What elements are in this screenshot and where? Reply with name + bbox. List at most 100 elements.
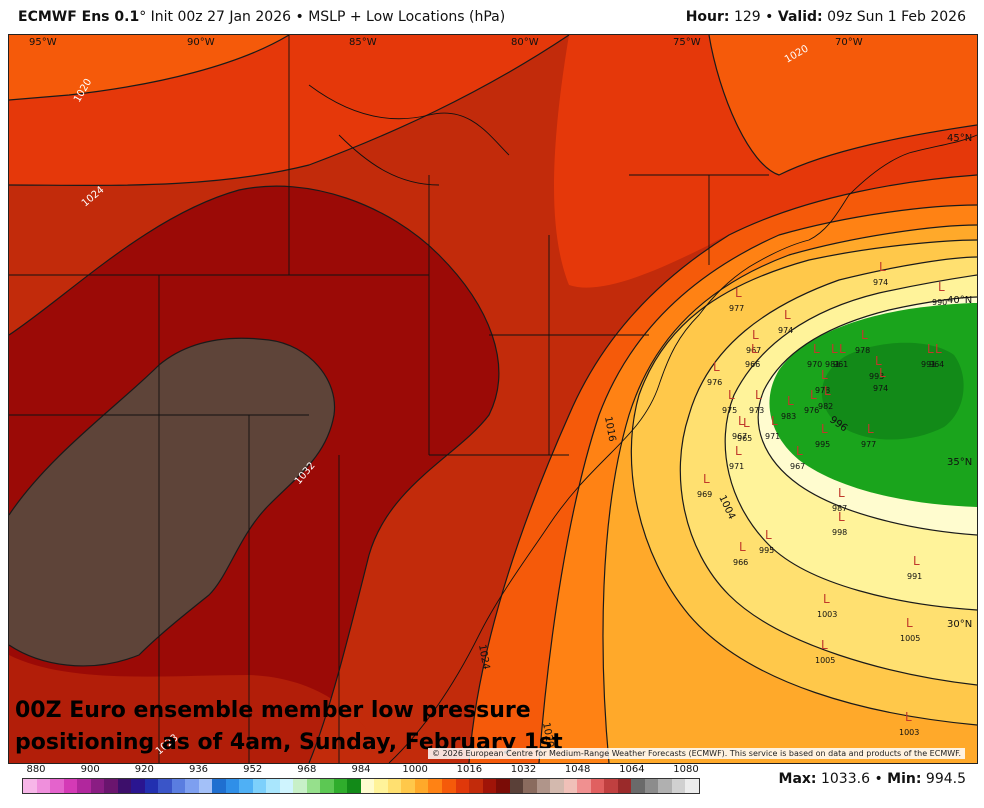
colorbar-swatch	[685, 779, 699, 793]
colorbar-swatch	[387, 779, 402, 793]
colorbar-swatch	[577, 779, 591, 793]
colorbar-tick-label: 1032	[510, 764, 537, 775]
low-marker-icon: L	[831, 342, 838, 356]
low-pressure-value: 978	[855, 346, 870, 355]
low-marker-icon: L	[713, 360, 720, 374]
low-pressure-value: 975	[722, 406, 737, 415]
pressure-map[interactable]: 95°W 90°W 85°W 80°W 75°W 70°W 45°N 40°N …	[9, 35, 977, 763]
isobar	[538, 204, 977, 763]
colorbar-swatch	[401, 779, 415, 793]
low-pressure-value: 961	[833, 360, 848, 369]
colorbar-swatch	[441, 779, 456, 793]
low-marker-icon: L	[810, 388, 817, 402]
low-marker-icon: L	[728, 388, 735, 402]
state-borders	[9, 35, 769, 763]
pressure-zone-far-nw	[9, 35, 289, 100]
low-pressure-value: 1003	[899, 728, 919, 737]
colorbar-tick-label: 920	[134, 764, 154, 775]
colorbar-swatch	[185, 779, 199, 793]
isobar-label: 1020	[540, 722, 555, 749]
lon-label: 85°W	[349, 37, 377, 48]
low-marker-icon: L	[905, 710, 912, 724]
low-pressure-value: 993	[869, 372, 884, 381]
low-pressure-value: 981	[825, 360, 840, 369]
low-marker-icon: L	[838, 486, 845, 500]
isobar	[757, 296, 977, 536]
low-pressure-value: 983	[781, 412, 796, 421]
colorbar-swatch	[604, 779, 618, 793]
low-marker-icon: L	[913, 554, 920, 568]
lon-label: 80°W	[511, 37, 539, 48]
min-value: 994.5	[925, 771, 966, 787]
colorbar-swatch	[198, 779, 213, 793]
low-marker-icon: L	[861, 328, 868, 342]
colorbar-swatch	[590, 779, 605, 793]
low-marker-icon: L	[735, 286, 742, 300]
ecmwf-credit: © 2026 European Centre for Medium-Range …	[428, 748, 965, 759]
lon-label: 90°W	[187, 37, 215, 48]
isobar	[9, 35, 290, 101]
low-marker-icon: L	[879, 260, 886, 274]
low-marker-icon: L	[879, 366, 886, 380]
low-pressure-value: 973	[749, 406, 764, 415]
lon-label: 70°W	[835, 37, 863, 48]
lat-label: 35°N	[947, 457, 972, 468]
graticule-labels: 95°W 90°W 85°W 80°W 75°W 70°W 45°N 40°N …	[29, 37, 972, 630]
low-marker-icon: L	[938, 280, 945, 294]
low-pressure-value: 976	[707, 378, 722, 387]
high-pressure-core	[9, 338, 335, 666]
colorbar-swatch	[104, 779, 118, 793]
colorbar-swatch	[306, 779, 321, 793]
low-marker-icon: L	[784, 308, 791, 322]
colorbar-swatch	[212, 779, 226, 793]
low-marker-icon: L	[823, 592, 830, 606]
colorbar-swatch	[374, 779, 388, 793]
colorbar-swatch	[225, 779, 240, 793]
low-marker-icon: L	[821, 368, 828, 382]
low-marker-icon: L	[771, 414, 778, 428]
low-pressure-value: 977	[861, 440, 876, 449]
low-marker-icon: L	[867, 422, 874, 436]
great-lakes-outline	[308, 84, 510, 186]
colorbar-swatch	[428, 779, 442, 793]
colorbar-swatch	[536, 779, 551, 793]
low-marker-icon: L	[821, 638, 828, 652]
low-pressure-value: 969	[697, 490, 712, 499]
valid-label: Valid:	[777, 9, 823, 25]
colorbar-tick-label: 880	[26, 764, 46, 775]
low-pressure-value: 974	[873, 278, 888, 287]
low-pressure-value: 966	[733, 558, 748, 567]
colorbar-tick-label: 936	[188, 764, 209, 775]
colorbar-swatch	[469, 779, 483, 793]
low-pressure-value: 1005	[900, 634, 920, 643]
colorbar-swatch	[333, 779, 348, 793]
lon-label: 75°W	[673, 37, 701, 48]
max-min-stats: Max: 1033.6 • Min: 994.5	[779, 771, 966, 787]
colorbar-swatch	[144, 779, 159, 793]
colorbar-swatch	[644, 779, 659, 793]
colorbar-swatch	[360, 779, 375, 793]
colorbar-tick-label: 1080	[673, 764, 699, 775]
low-pressure-value: 964	[929, 360, 944, 369]
product-name: MSLP + Low Locations (hPa)	[308, 9, 506, 25]
low-pressure-value: 974	[778, 326, 793, 335]
isobar	[679, 256, 977, 686]
isobar-label: 1016	[602, 416, 617, 443]
colorbar-swatch	[523, 779, 537, 793]
colorbar-swatch	[658, 779, 672, 793]
colorbar-swatch	[158, 779, 172, 793]
max-value: 1033.6	[820, 771, 870, 787]
header-bullet: •	[295, 9, 304, 25]
colorbar-tick-label: 1000	[402, 764, 428, 775]
header-bullet-2: •	[765, 9, 774, 25]
colorbar-tick-label: 900	[80, 764, 100, 775]
low-pressure-value: 991	[907, 572, 922, 581]
colorbar-swatch	[36, 779, 51, 793]
low-pressure-value: 991	[921, 360, 936, 369]
stats-bullet: •	[874, 771, 883, 787]
isobar-label: 1024	[476, 644, 491, 671]
map-panel[interactable]: 95°W 90°W 85°W 80°W 75°W 70°W 45°N 40°N …	[8, 34, 978, 764]
lat-label: 45°N	[947, 133, 972, 144]
low-pressure-value: 1005	[815, 656, 835, 665]
